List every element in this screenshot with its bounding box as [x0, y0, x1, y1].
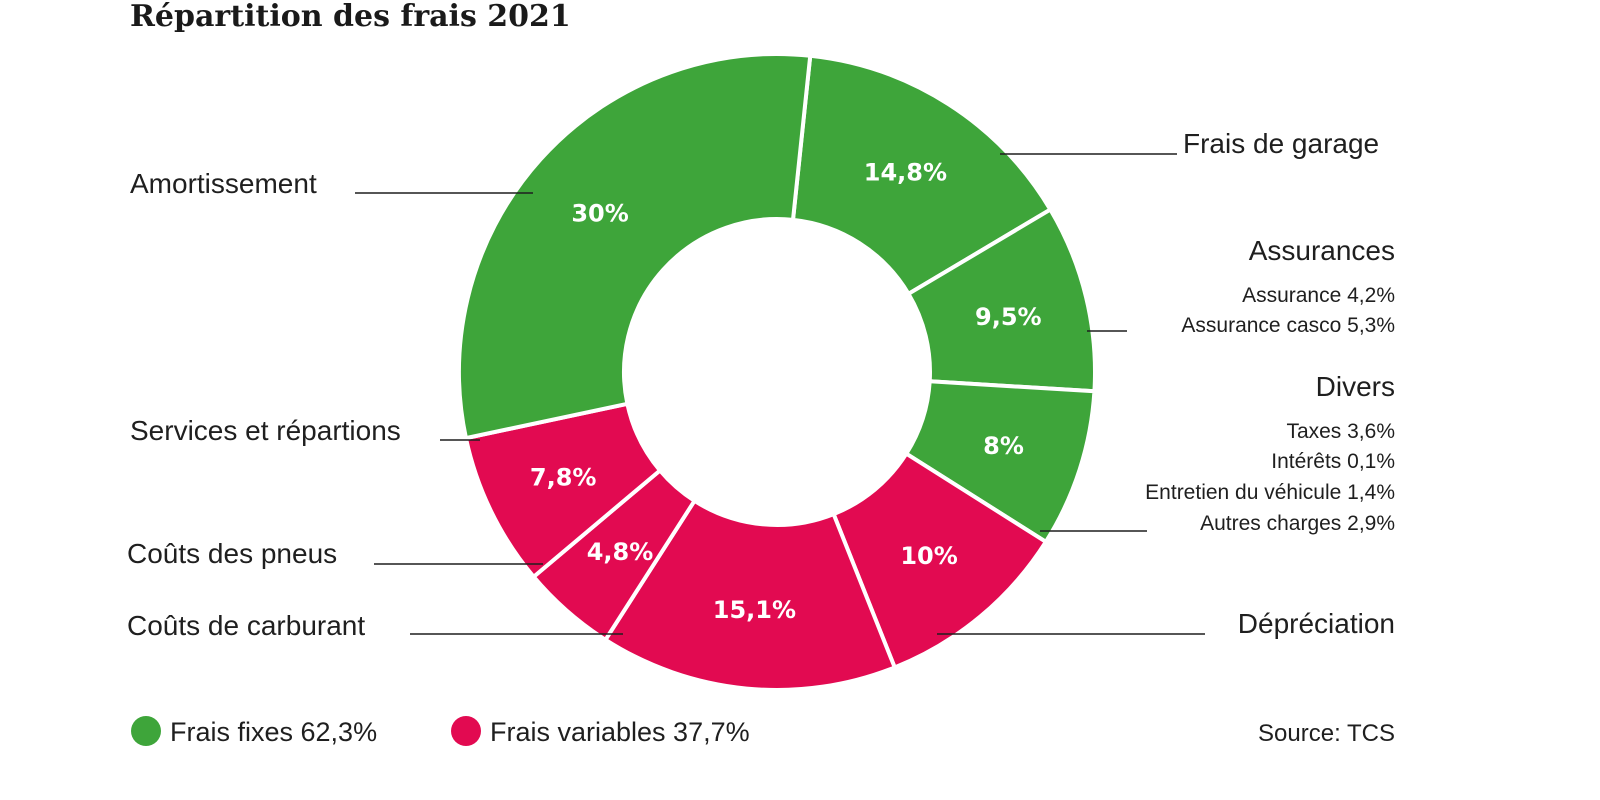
slice-value-label: 10% — [900, 542, 957, 570]
slice-value-label: 15,1% — [713, 596, 796, 624]
slice-value-labels: 14,8% 9,5% 8% 10% 15,1% 4,8% 7,8% 30% — [530, 159, 1042, 624]
category-label-services-et-repartions: Services et répartions — [130, 415, 401, 446]
slice-couts-de-carburant — [602, 498, 898, 692]
source-note: Source: TCS — [1258, 720, 1395, 747]
legend-label-frais-variables: Frais variables 37,7% — [490, 717, 750, 747]
category-label-assurances: Assurances — [1249, 235, 1395, 266]
category-label-amortissement: Amortissement — [130, 168, 317, 199]
category-label-couts-de-carburant: Coûts de carburant — [127, 610, 365, 641]
legend-swatch-frais-variables — [451, 716, 481, 746]
slice-value-label: 30% — [571, 200, 628, 228]
legend: Frais fixes 62,3% Frais variables 37,7% — [131, 716, 750, 747]
legend-swatch-frais-fixes — [131, 716, 161, 746]
detail-label-assurance: Assurance 4,2% — [1242, 284, 1395, 307]
slice-value-label: 4,8% — [587, 538, 654, 566]
category-label-depreciation: Dépréciation — [1238, 608, 1395, 639]
slice-value-label: 9,5% — [975, 303, 1042, 331]
slice-frais-de-garage — [790, 53, 1054, 297]
category-label-divers: Divers — [1316, 371, 1395, 402]
leader-lines — [355, 153, 1205, 635]
slice-value-label: 7,8% — [530, 464, 597, 492]
detail-label-assurance-casco: Assurance casco 5,3% — [1181, 314, 1395, 337]
category-label-couts-des-pneus: Coûts des pneus — [127, 538, 337, 569]
chart-title: Répartition des frais 2021 — [130, 0, 571, 34]
detail-label-taxes: Taxes 3,6% — [1286, 420, 1395, 443]
detail-label-interets: Intérêts 0,1% — [1271, 450, 1395, 473]
category-label-frais-de-garage: Frais de garage — [1183, 128, 1379, 159]
slices-group — [457, 52, 1097, 692]
slice-value-label: 14,8% — [864, 159, 947, 187]
detail-label-autres-charges: Autres charges 2,9% — [1200, 512, 1395, 535]
slice-amortissement — [457, 52, 813, 441]
detail-label-entretien: Entretien du véhicule 1,4% — [1145, 481, 1395, 504]
legend-label-frais-fixes: Frais fixes 62,3% — [170, 717, 377, 747]
slice-value-label: 8% — [983, 432, 1024, 460]
